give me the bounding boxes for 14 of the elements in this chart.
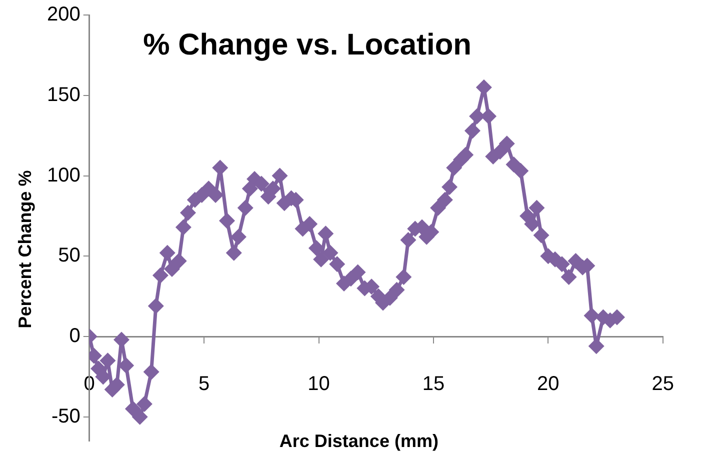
- y-tick-label: 0: [69, 325, 80, 348]
- y-tick-label: 50: [58, 244, 80, 267]
- x-tick-label: 25: [652, 373, 674, 396]
- x-tick-label: 10: [308, 373, 330, 396]
- chart-title: % Change vs. Location: [143, 28, 472, 62]
- x-tick-label: 5: [198, 373, 210, 396]
- x-axis-title: Arc Distance (mm): [279, 431, 438, 451]
- x-tick-label: 15: [422, 373, 445, 396]
- y-tick-label: 100: [46, 164, 80, 186]
- y-axis-title: Percent Change %: [14, 170, 35, 328]
- x-tick-label: 20: [537, 373, 560, 396]
- y-tick-label: 200: [46, 4, 80, 26]
- y-tick-label: -50: [51, 405, 80, 428]
- y-tick-label: 150: [46, 84, 80, 106]
